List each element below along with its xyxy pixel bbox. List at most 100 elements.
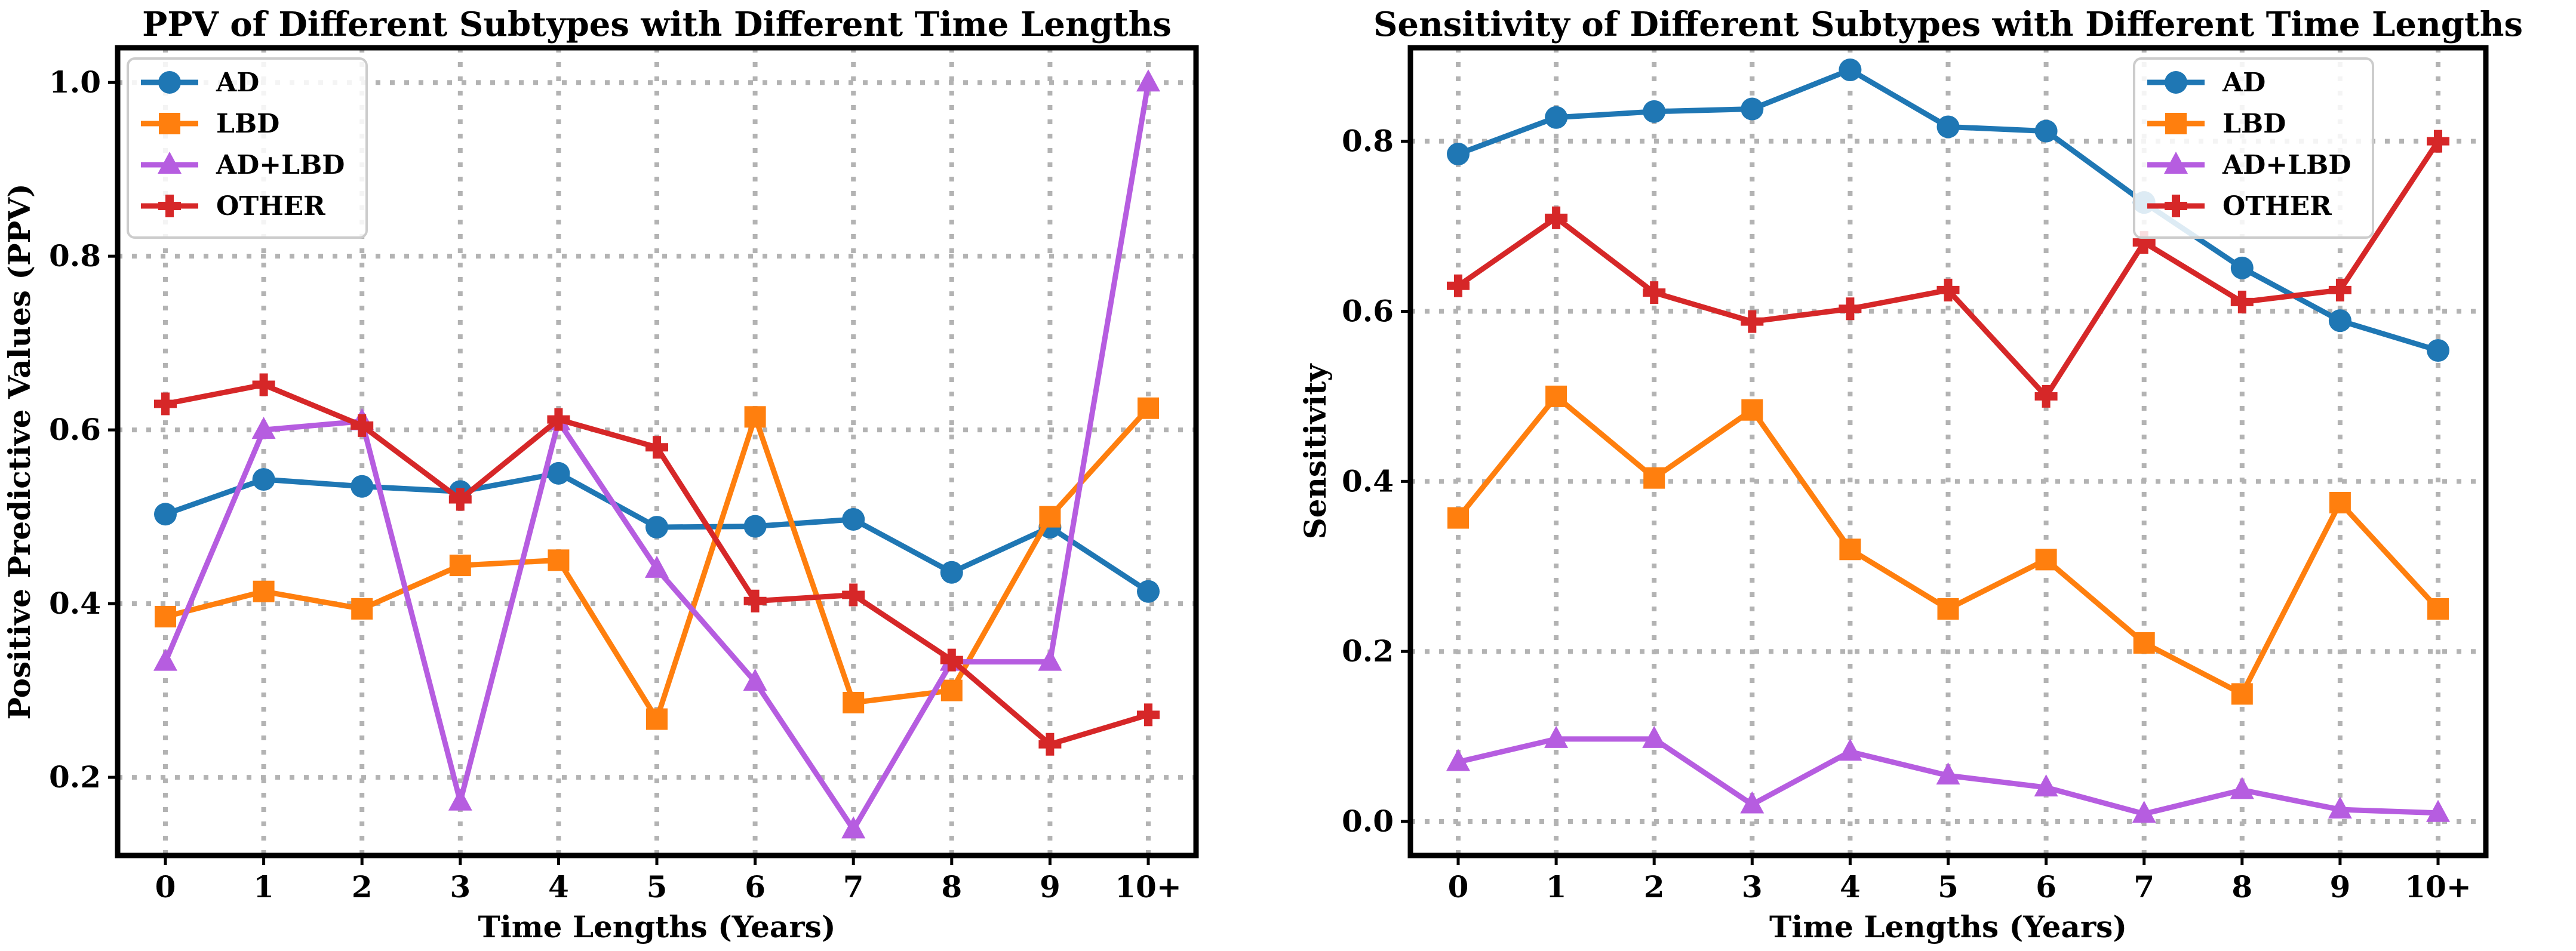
data-point-other bbox=[743, 589, 767, 613]
legend-marker-ad bbox=[158, 71, 181, 94]
data-point-other bbox=[252, 373, 275, 396]
data-point-ad bbox=[743, 515, 767, 538]
data-point-lbd bbox=[1447, 507, 1469, 529]
series-ad-plus-lbd bbox=[1446, 725, 2450, 823]
data-point-lbd bbox=[1545, 385, 1567, 407]
data-point-lbd bbox=[940, 679, 963, 701]
legend: AD LBD AD+LBD OTHER bbox=[2133, 57, 2374, 239]
data-point-lbd bbox=[2035, 549, 2057, 571]
data-point-ad-plus-lbd bbox=[2132, 801, 2156, 823]
x-tick-label: 3 bbox=[450, 869, 471, 904]
series-other bbox=[154, 373, 1160, 756]
legend-marker-ad-plus-lbd bbox=[2164, 152, 2188, 174]
data-point-other bbox=[842, 583, 865, 607]
data-point-lbd bbox=[1039, 506, 1061, 528]
data-point-ad-plus-lbd bbox=[743, 669, 767, 691]
data-point-other bbox=[1741, 310, 1764, 333]
data-point-ad-plus-lbd bbox=[841, 816, 866, 839]
legend-label: AD+LBD bbox=[216, 150, 345, 180]
data-point-ad bbox=[2328, 309, 2351, 333]
data-point-lbd bbox=[1937, 598, 1959, 620]
data-point-ad bbox=[2034, 119, 2058, 143]
legend-item-ad-plus-lbd: AD+LBD bbox=[141, 150, 345, 180]
x-tick-label: 9 bbox=[2330, 869, 2351, 904]
data-point-ad-plus-lbd bbox=[2328, 796, 2352, 819]
x-tick-label: 8 bbox=[941, 869, 962, 904]
legend-label: LBD bbox=[216, 109, 279, 139]
y-tick-label: 0.2 bbox=[1342, 633, 1394, 669]
legend-item-ad: AD bbox=[2147, 67, 2265, 98]
x-tick-label: 3 bbox=[1742, 869, 1763, 904]
legend-label: LBD bbox=[2223, 109, 2286, 139]
x-tick-label: 4 bbox=[548, 869, 569, 904]
data-point-other bbox=[1643, 281, 1666, 304]
data-point-other bbox=[1137, 703, 1160, 727]
legend-item-other: OTHER bbox=[2147, 191, 2332, 221]
data-point-ad bbox=[547, 461, 570, 485]
y-tick-label: 0.8 bbox=[1342, 124, 1394, 159]
legend-marker-lbd bbox=[2165, 113, 2187, 134]
legend-item-other: OTHER bbox=[141, 191, 325, 221]
data-point-other bbox=[2328, 278, 2351, 301]
chart-title: Sensitivity of Different Subtypes with D… bbox=[1373, 5, 2523, 44]
x-tick-label: 0 bbox=[1448, 869, 1469, 904]
legend: AD LBD AD+LBD OTHER bbox=[127, 57, 368, 239]
y-tick-label: 0.4 bbox=[1342, 463, 1394, 498]
x-tick-label: 5 bbox=[647, 869, 668, 904]
data-point-lbd bbox=[1138, 397, 1159, 419]
legend-label: OTHER bbox=[216, 191, 325, 221]
data-point-ad bbox=[842, 507, 865, 531]
data-point-ad bbox=[154, 503, 177, 526]
legend-box bbox=[2133, 57, 2374, 239]
sensitivity-chart: Sensitivity of Different Subtypes with D… bbox=[1298, 5, 2523, 944]
legend-box bbox=[127, 57, 368, 239]
data-point-ad bbox=[2427, 339, 2449, 362]
data-point-ad-plus-lbd bbox=[1740, 791, 1765, 814]
data-point-lbd bbox=[449, 555, 471, 577]
x-tick-label: 1 bbox=[1546, 869, 1567, 904]
data-point-ad-plus-lbd bbox=[1838, 738, 1862, 761]
plot-frame bbox=[1407, 45, 2489, 858]
series-ad bbox=[1447, 59, 2449, 362]
data-point-ad bbox=[1741, 97, 1764, 121]
data-point-ad-plus-lbd bbox=[1038, 648, 1062, 671]
data-point-other bbox=[448, 488, 472, 511]
data-point-other bbox=[1936, 278, 1960, 301]
data-point-ad-plus-lbd bbox=[251, 417, 276, 439]
legend-label: OTHER bbox=[2223, 191, 2332, 221]
x-tick-label: 4 bbox=[1840, 869, 1861, 904]
data-point-ad bbox=[645, 516, 668, 539]
legend-marker-ad-plus-lbd bbox=[158, 152, 182, 174]
data-point-lbd bbox=[646, 708, 668, 730]
x-axis-label: Time Lengths (Years) bbox=[478, 909, 836, 944]
data-point-lbd bbox=[155, 605, 176, 627]
data-point-ad-plus-lbd bbox=[153, 648, 177, 671]
legend-item-ad-plus-lbd: AD+LBD bbox=[2147, 150, 2351, 180]
y-tick-label: 0.2 bbox=[49, 759, 101, 795]
data-point-other bbox=[2427, 130, 2449, 153]
series-lbd bbox=[155, 397, 1159, 730]
data-point-lbd bbox=[548, 549, 570, 571]
x-tick-label: 6 bbox=[2036, 869, 2057, 904]
y-axis-label: Sensitivity bbox=[1298, 363, 1333, 540]
x-tick-label: 6 bbox=[745, 869, 766, 904]
ppv-chart: PPV of Different Subtypes with Different… bbox=[2, 5, 1199, 944]
data-point-ad bbox=[1447, 143, 1470, 166]
x-tick-label: 8 bbox=[2231, 869, 2252, 904]
data-point-ad-plus-lbd bbox=[2230, 777, 2254, 799]
data-point-lbd bbox=[2231, 683, 2253, 705]
legend-marker-lbd bbox=[159, 113, 180, 134]
y-axis-label: Positive Predictive Values (PPV) bbox=[2, 183, 37, 719]
data-point-ad bbox=[252, 468, 275, 491]
data-point-lbd bbox=[843, 691, 865, 713]
y-tick-label: 0.0 bbox=[1342, 804, 1394, 839]
legend-marker-other bbox=[158, 195, 181, 217]
legend-item-ad: AD bbox=[141, 67, 259, 98]
data-point-other bbox=[154, 392, 177, 416]
data-point-ad-plus-lbd bbox=[645, 555, 669, 578]
data-point-ad bbox=[1545, 106, 1568, 129]
x-tick-label: 7 bbox=[843, 869, 864, 904]
legend-marker-ad bbox=[2165, 71, 2187, 94]
x-tick-label: 7 bbox=[2134, 869, 2154, 904]
data-point-other bbox=[940, 648, 963, 672]
